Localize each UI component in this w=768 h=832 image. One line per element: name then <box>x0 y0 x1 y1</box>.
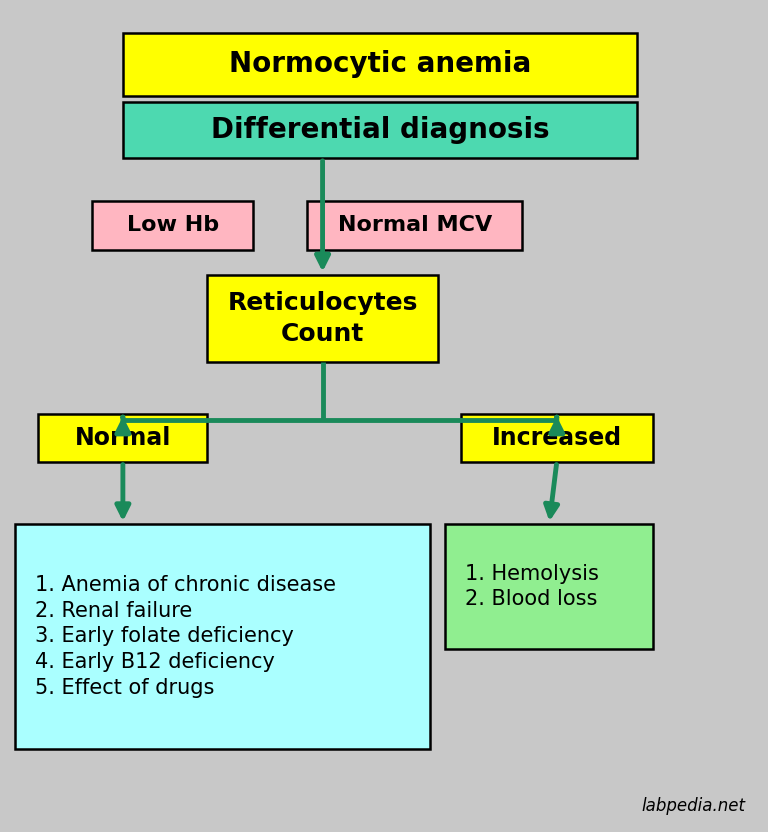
Text: Normocytic anemia: Normocytic anemia <box>229 51 531 78</box>
Text: Normal MCV: Normal MCV <box>338 215 492 235</box>
Text: 1. Anemia of chronic disease
2. Renal failure
3. Early folate deficiency
4. Earl: 1. Anemia of chronic disease 2. Renal fa… <box>35 575 336 698</box>
FancyBboxPatch shape <box>38 414 207 462</box>
Text: Low Hb: Low Hb <box>127 215 219 235</box>
Text: labpedia.net: labpedia.net <box>641 797 745 815</box>
FancyBboxPatch shape <box>15 524 430 749</box>
FancyBboxPatch shape <box>445 524 653 649</box>
Text: Reticulocytes
Count: Reticulocytes Count <box>227 291 418 345</box>
Text: Normal: Normal <box>74 426 171 449</box>
FancyBboxPatch shape <box>123 33 637 96</box>
Text: Differential diagnosis: Differential diagnosis <box>211 116 549 144</box>
FancyBboxPatch shape <box>207 275 438 362</box>
FancyBboxPatch shape <box>123 102 637 158</box>
FancyBboxPatch shape <box>461 414 653 462</box>
Text: Increased: Increased <box>492 426 622 449</box>
FancyBboxPatch shape <box>92 201 253 250</box>
FancyBboxPatch shape <box>307 201 522 250</box>
Text: 1. Hemolysis
2. Blood loss: 1. Hemolysis 2. Blood loss <box>465 564 598 609</box>
